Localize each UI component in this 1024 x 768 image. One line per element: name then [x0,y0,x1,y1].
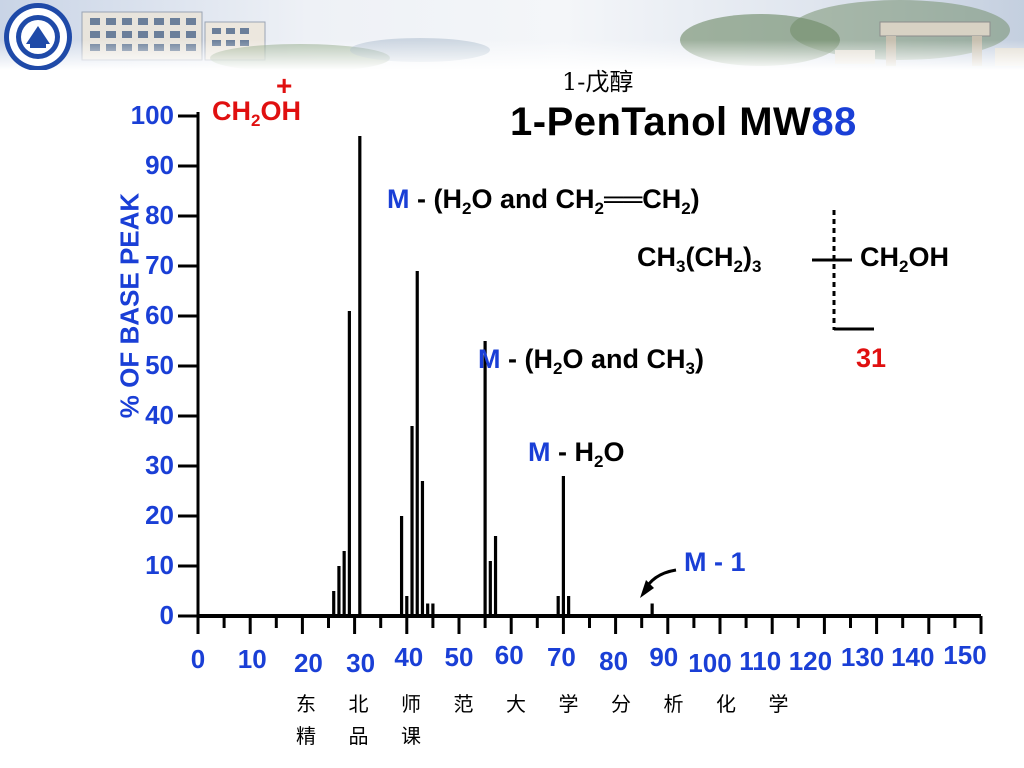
x-tick-label: 60 [495,640,524,670]
footer-char: 学 [558,692,579,716]
cation-charge-sign: + [276,70,293,101]
y-tick-label: 30 [145,450,174,480]
x-tick-label: 110 [739,646,781,676]
x-tick-label: 150 [943,640,986,670]
footer-char: 分 [611,692,631,716]
x-tick-label: 130 [841,642,884,672]
footer-course-label: 东 北 师 范 大 学 分 析 化 学 精 品 课 [296,688,821,752]
annotation-m-minus-1: M - 1 [684,547,746,577]
structure-hydroxymethyl: CH2OH [860,242,949,276]
y-tick-label: 20 [145,500,174,530]
chart-title: 1-PenTanol MW88 [510,100,857,145]
footer-line-2: 精品课 [296,720,821,752]
x-tick-label: 140 [891,642,934,672]
y-tick-label: 80 [145,200,174,230]
y-tick-label: 40 [145,400,174,430]
footer-char: 北 [348,692,369,716]
annotation-m-minus-water: M - H2O [528,437,625,471]
title-compound: 1-PenTanol MW [510,100,812,144]
x-tick-label: 80 [599,646,628,676]
x-tick-label: 90 [649,642,678,672]
header-banner [0,0,1024,70]
y-tick-label: 100 [131,100,174,130]
x-tick-label: 10 [238,644,267,674]
y-tick-label: 0 [160,600,174,630]
x-tick-label: 30 [346,648,375,678]
x-tick-label: 20 [294,648,323,678]
y-tick-label: 60 [145,300,174,330]
annotation-m-minus-water-methyl: M - (H2O and CH3) [478,344,704,378]
x-tick-label: 70 [547,642,576,672]
title-molecular-weight: 88 [811,100,857,144]
university-seal-logo [4,3,72,70]
footer-char: 化 [716,692,736,716]
m-1-pointer-tip [640,580,654,598]
x-tick-label: 0 [191,644,205,674]
x-tick-label: 40 [394,642,423,672]
annotation-ch2oh-cation: CH2OH [212,96,301,130]
y-tick-label: 90 [145,150,174,180]
footer-char: 析 [663,692,684,716]
y-tick-label: 70 [145,250,174,280]
footer-char: 大 [506,692,526,716]
footer-char: 东 [296,692,316,716]
annotation-m-minus-water-ethylene: M - (H2O and CH2══CH2) [387,184,700,218]
x-tick-label: 100 [688,648,731,678]
footer-char: 范 [453,692,474,716]
y-tick-label: 10 [145,550,174,580]
y-tick-label: 50 [145,350,174,380]
chart-subtitle: 1-戊醇 [562,68,634,96]
footer-char: 学 [768,692,789,716]
x-tick-label: 120 [789,646,832,676]
footer-char: 品 [348,724,369,748]
x-tick-label: 50 [445,642,474,672]
fragment-mass-label: 31 [856,343,887,373]
structure-alkyl-chain: CH3(CH2)3 [637,242,762,276]
footer-char: 精 [296,724,316,748]
footer-char: 师 [401,692,421,716]
footer-char: 课 [401,724,421,748]
footer-line-1: 东北师范大学分析化学 [296,688,821,720]
